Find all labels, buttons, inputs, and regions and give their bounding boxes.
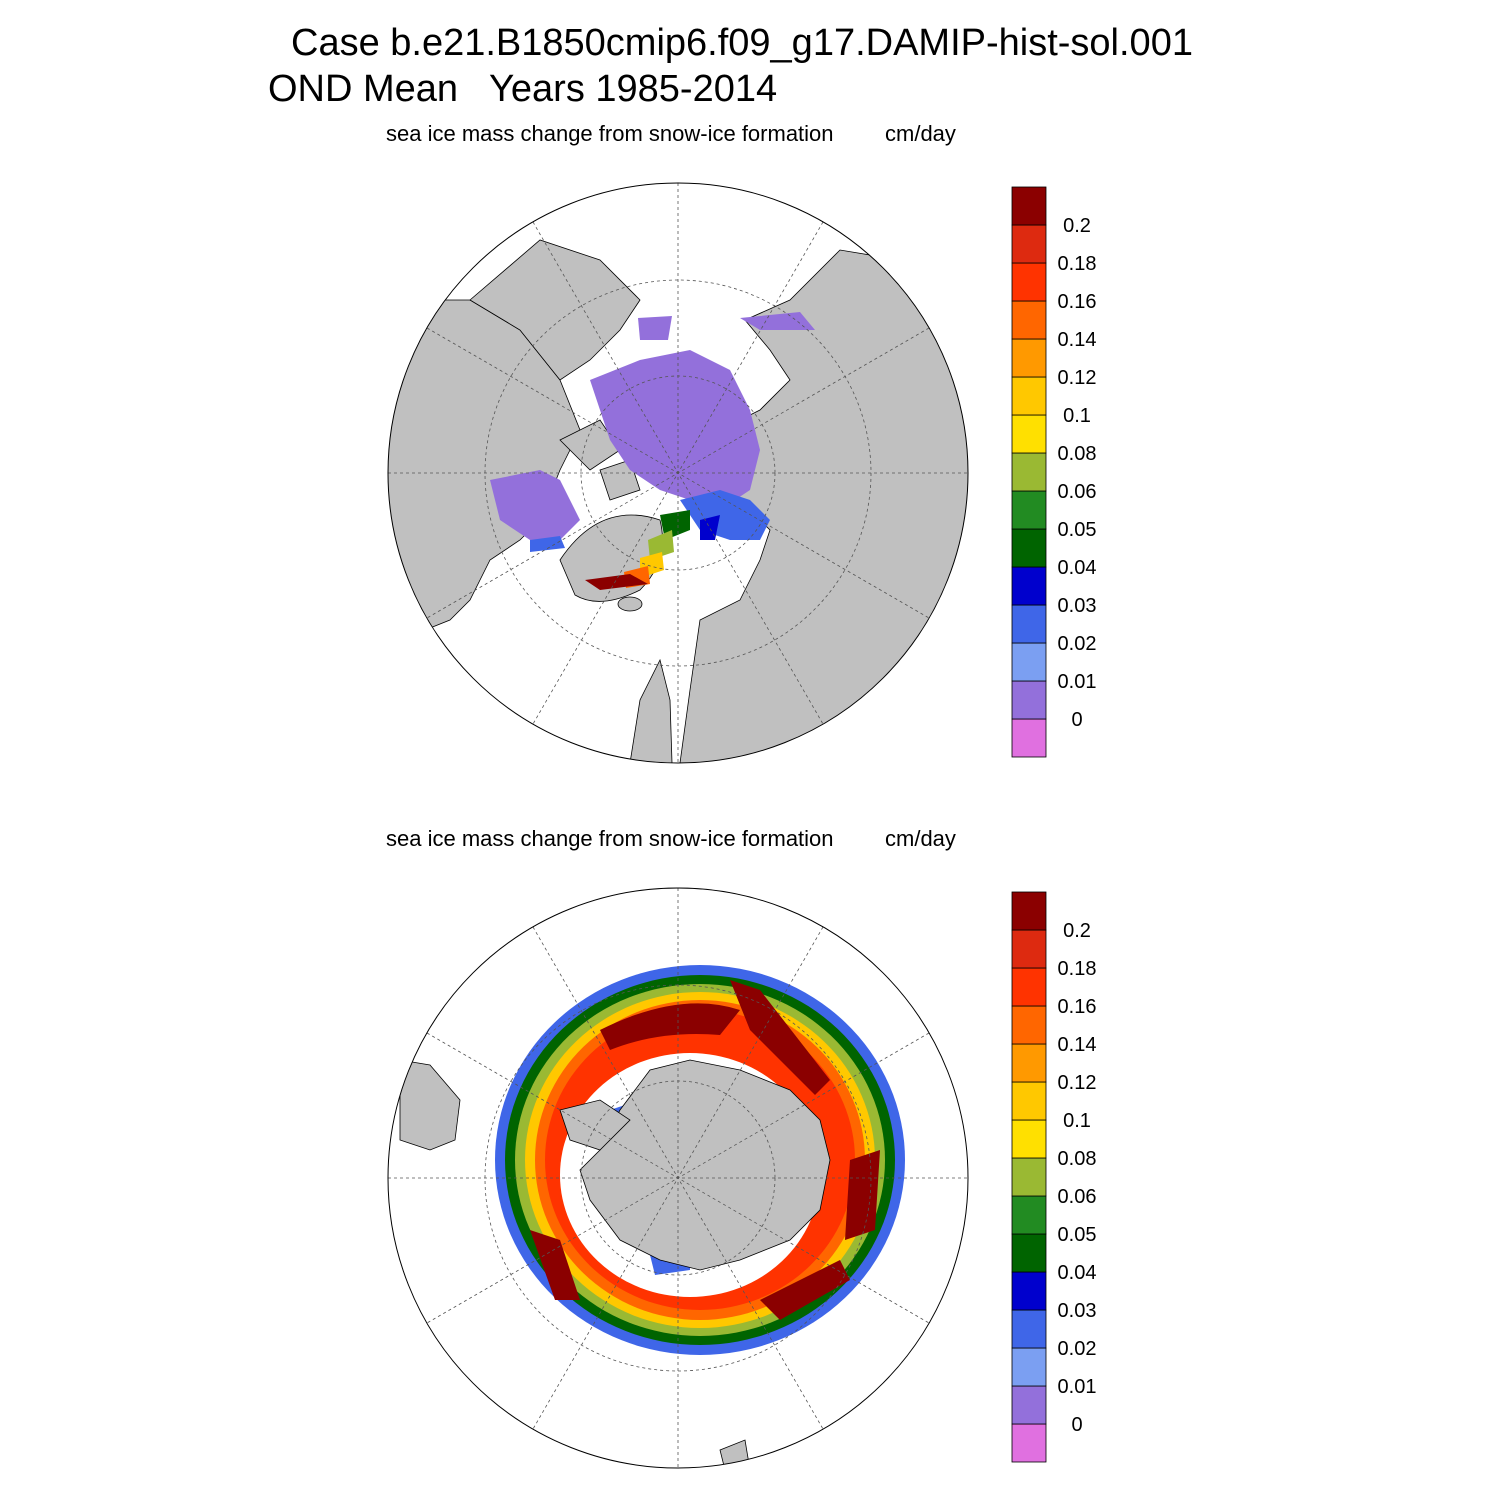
south-map-border — [387, 887, 969, 1469]
south-colorbar-label: 0.14 — [1058, 1034, 1097, 1056]
north-polar-map — [387, 182, 969, 764]
north-colorbar-label: 0.12 — [1058, 367, 1097, 389]
south-colorbar-label: 0.08 — [1058, 1148, 1097, 1170]
south-colorbar-box-5 — [1011, 1233, 1047, 1273]
north-colorbar-label: 0.16 — [1058, 291, 1097, 313]
north-colorbar-box-11 — [1011, 300, 1047, 340]
south-land — [399, 1059, 751, 1468]
south-colorbar-box-0 — [1011, 1423, 1047, 1463]
north-colorbar-box-10 — [1011, 338, 1047, 378]
north-colorbar-label: 0.2 — [1063, 215, 1091, 237]
north-colorbar-box-5 — [1011, 528, 1047, 568]
south-ice-max-indian — [845, 1150, 880, 1240]
north-colorbar-box-6 — [1011, 490, 1047, 530]
north-colorbar-label: 0 — [1071, 709, 1082, 731]
north-ice-gsea-5 — [585, 574, 648, 590]
south-colorbar-label: 0.05 — [1058, 1224, 1097, 1246]
south-colorbar-label: 0.18 — [1058, 958, 1097, 980]
north-ice-barents-core — [700, 515, 720, 540]
north-colorbar-label: 0.14 — [1058, 329, 1097, 351]
north-colorbar-box-13 — [1011, 224, 1047, 264]
antarctic-peninsula — [559, 1099, 631, 1151]
south-colorbar: 0 0.01 0.02 0.03 0.04 0.05 0.06 0.08 0.1 0.12 0.14… — [1011, 891, 1097, 1463]
north-colorbar-label: 0.02 — [1058, 633, 1097, 655]
north-ice-bering — [638, 316, 672, 340]
south-panel-variable-label: sea ice mass change from snow-ice format… — [386, 826, 834, 851]
north-colorbar-box-2 — [1011, 642, 1047, 682]
south-ice-max-east — [730, 980, 830, 1095]
north-colorbar-label: 0.08 — [1058, 443, 1097, 465]
south-colorbar-box-13 — [1011, 929, 1047, 969]
south-colorbar-label: 0 — [1071, 1414, 1082, 1436]
south-colorbar-label: 0.02 — [1058, 1338, 1097, 1360]
south-colorbar-box-4 — [1011, 1271, 1047, 1311]
south-colorbar-label: 0.12 — [1058, 1072, 1097, 1094]
south-colorbar-box-11 — [1011, 1005, 1047, 1045]
north-colorbar-box-14 — [1011, 186, 1047, 226]
antarctica — [579, 1059, 831, 1271]
north-colorbar-label: 0.06 — [1058, 481, 1097, 503]
figure-title-line1: Case b.e21.B1850cmip6.f09_g17.DAMIP-hist… — [291, 22, 1193, 64]
north-panel-variable-label: sea ice mass change from snow-ice format… — [386, 121, 834, 146]
south-colorbar-box-9 — [1011, 1081, 1047, 1121]
north-ice-labrador — [530, 536, 565, 552]
south-colorbar-box-3 — [1011, 1309, 1047, 1349]
south-ice-max-weddell — [600, 1003, 740, 1050]
south-colorbar-label: 0.2 — [1063, 920, 1091, 942]
south-colorbar-box-2 — [1011, 1347, 1047, 1387]
south-colorbar-label: 0.16 — [1058, 996, 1097, 1018]
south-panel-units-label: cm/day — [885, 826, 956, 851]
north-colorbar: 0 0.01 0.02 0.03 0.04 0.05 0.06 0.08 0.1 0.12 0.14… — [1011, 186, 1097, 758]
north-colorbar-box-9 — [1011, 376, 1047, 416]
south-colorbar-label: 0.06 — [1058, 1186, 1097, 1208]
north-colorbar-label: 0.03 — [1058, 595, 1097, 617]
south-colorbar-box-7 — [1011, 1157, 1047, 1197]
south-colorbar-label: 0.03 — [1058, 1300, 1097, 1322]
south-colorbar-box-10 — [1011, 1043, 1047, 1083]
south-colorbar-box-1 — [1011, 1385, 1047, 1425]
north-colorbar-box-0 — [1011, 718, 1047, 758]
north-colorbar-label: 0.18 — [1058, 253, 1097, 275]
north-ice-hudson — [490, 470, 580, 540]
north-colorbar-box-7 — [1011, 452, 1047, 492]
north-colorbar-label: 0.01 — [1058, 671, 1097, 693]
figure-title-line2: OND Mean Years 1985-2014 — [268, 68, 778, 110]
south-graticule — [388, 888, 968, 1468]
north-colorbar-box-8 — [1011, 414, 1047, 454]
north-colorbar-box-3 — [1011, 604, 1047, 644]
north-ice-gsea-2 — [648, 530, 674, 560]
south-colorbar-label: 0.1 — [1063, 1110, 1091, 1132]
north-colorbar-label: 0.04 — [1058, 557, 1097, 579]
south-colorbar-label: 0.01 — [1058, 1376, 1097, 1398]
south-ice-max-ross — [530, 1230, 580, 1300]
north-land — [388, 239, 968, 763]
north-sea-ice-field — [490, 312, 815, 590]
north-graticule — [388, 183, 968, 763]
south-colorbar-box-12 — [1011, 967, 1047, 1007]
north-colorbar-label: 0.1 — [1063, 405, 1091, 427]
north-colorbar-box-1 — [1011, 680, 1047, 720]
south-ice-max-pacific — [760, 1260, 850, 1320]
south-colorbar-box-6 — [1011, 1195, 1047, 1235]
south-polar-map — [387, 887, 969, 1469]
north-colorbar-label: 0.05 — [1058, 519, 1097, 541]
north-ice-okhotsk — [740, 312, 815, 330]
north-map-border — [387, 182, 969, 764]
south-colorbar-label: 0.04 — [1058, 1262, 1097, 1284]
north-panel-units-label: cm/day — [885, 121, 956, 146]
north-ice-central — [590, 350, 760, 510]
south-colorbar-box-14 — [1011, 891, 1047, 931]
north-colorbar-box-4 — [1011, 566, 1047, 606]
south-colorbar-box-8 — [1011, 1119, 1047, 1159]
north-colorbar-box-12 — [1011, 262, 1047, 302]
